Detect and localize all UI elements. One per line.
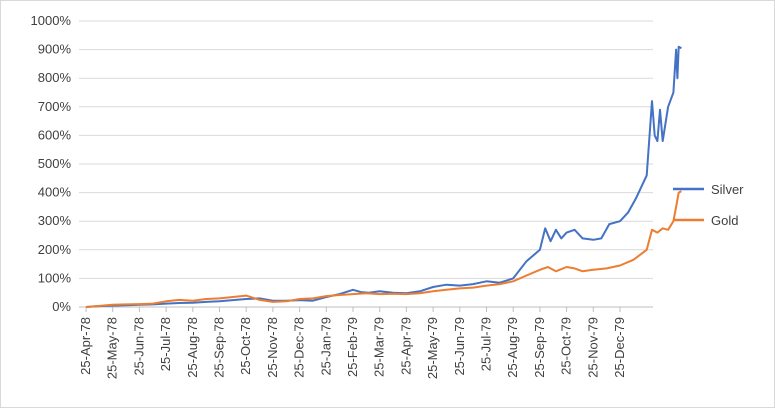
y-tick-label: 100% xyxy=(38,270,72,285)
grid-lines xyxy=(79,20,653,279)
x-tick-label: 25-Oct-78 xyxy=(238,317,253,375)
y-tick-label: 700% xyxy=(38,99,72,114)
x-tick-label: 25-Dec-78 xyxy=(292,317,307,378)
x-tick-label: 25-Nov-78 xyxy=(265,317,280,378)
y-tick-label: 500% xyxy=(38,156,72,171)
y-tick-label: 0% xyxy=(52,299,71,314)
x-tick-label: 25-Jul-78 xyxy=(158,317,173,371)
x-tick-label: 25-Sep-78 xyxy=(212,317,227,378)
x-tick-label: 25-Jun-79 xyxy=(452,317,467,376)
y-tick-label: 900% xyxy=(38,42,72,57)
series-line-gold xyxy=(85,190,682,308)
x-tick-label: 25-Mar-79 xyxy=(372,317,387,377)
x-tick-label: 25-Dec-79 xyxy=(612,317,627,378)
y-tick-label: 800% xyxy=(38,70,72,85)
y-tick-label: 200% xyxy=(38,242,72,257)
x-tick-label: 25-Jan-79 xyxy=(318,317,333,376)
x-tick-label: 25-Jul-79 xyxy=(479,317,494,371)
y-axis-ticks: 0% 100% 200% 300% 400% 500% 600% 700% 800% 900% 10… xyxy=(31,13,72,314)
x-tick-label: 25-Feb-79 xyxy=(345,317,360,377)
x-tick-label: 25-Aug-79 xyxy=(505,317,520,378)
x-axis-ticks: 25-Apr-78 25-May-78 25-Jun-78 25-Jul-78 25-A… xyxy=(78,307,627,379)
x-tick-label: 25-Apr-78 xyxy=(78,317,93,375)
x-tick-label: 25-Sep-79 xyxy=(532,317,547,378)
y-tick-label: 1000% xyxy=(31,13,72,28)
y-tick-label: 300% xyxy=(38,213,72,228)
legend: Silver Gold xyxy=(673,182,744,228)
x-tick-label: 25-Nov-79 xyxy=(585,317,600,378)
x-tick-label: 25-Aug-78 xyxy=(185,317,200,378)
legend-label-silver: Silver xyxy=(711,182,744,197)
legend-label-gold: Gold xyxy=(711,213,738,228)
x-tick-label: 25-May-79 xyxy=(425,317,440,379)
series-lines xyxy=(85,45,682,308)
series-line-silver xyxy=(85,45,682,308)
y-tick-label: 600% xyxy=(38,127,72,142)
x-tick-label: 25-Oct-79 xyxy=(559,317,574,375)
x-tick-label: 25-Jun-78 xyxy=(131,317,146,376)
x-tick-label: 25-Apr-79 xyxy=(398,317,413,375)
x-tick-label: 25-May-78 xyxy=(105,317,120,379)
y-tick-label: 400% xyxy=(38,185,72,200)
